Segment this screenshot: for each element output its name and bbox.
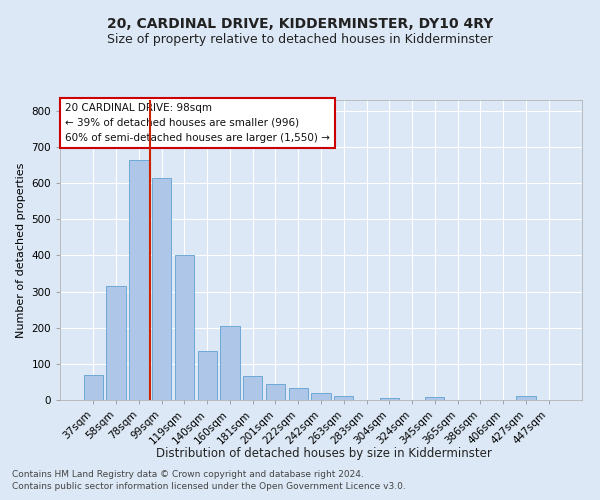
Bar [516,396,536,400]
Bar [311,394,331,400]
Bar [334,396,353,400]
Bar [289,388,308,400]
Text: 20, CARDINAL DRIVE, KIDDERMINSTER, DY10 4RY: 20, CARDINAL DRIVE, KIDDERMINSTER, DY10 … [107,18,493,32]
Text: Size of property relative to detached houses in Kidderminster: Size of property relative to detached ho… [107,32,493,46]
Bar [129,160,149,400]
Bar [175,256,194,400]
Bar [84,374,103,400]
Bar [380,398,399,400]
Text: Distribution of detached houses by size in Kidderminster: Distribution of detached houses by size … [156,448,492,460]
Text: 20 CARDINAL DRIVE: 98sqm
← 39% of detached houses are smaller (996)
60% of semi-: 20 CARDINAL DRIVE: 98sqm ← 39% of detach… [65,103,330,142]
Bar [106,286,126,400]
Y-axis label: Number of detached properties: Number of detached properties [16,162,26,338]
Bar [152,178,172,400]
Text: Contains HM Land Registry data © Crown copyright and database right 2024.: Contains HM Land Registry data © Crown c… [12,470,364,479]
Bar [266,384,285,400]
Bar [220,326,239,400]
Bar [243,376,262,400]
Bar [425,396,445,400]
Bar [197,351,217,400]
Text: Contains public sector information licensed under the Open Government Licence v3: Contains public sector information licen… [12,482,406,491]
